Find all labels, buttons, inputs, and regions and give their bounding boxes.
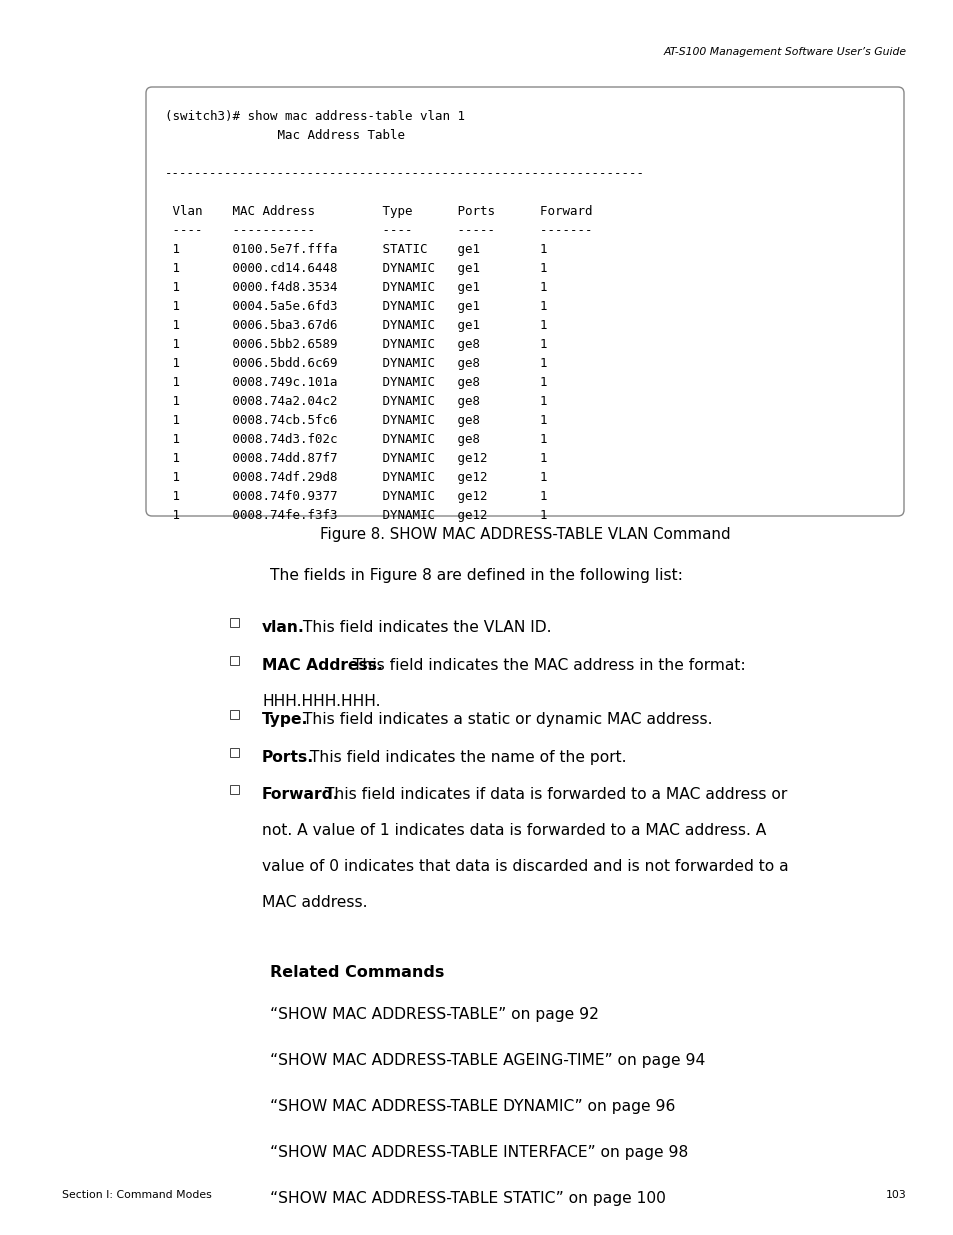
Text: This field indicates a static or dynamic MAC address.: This field indicates a static or dynamic…: [297, 713, 712, 727]
Text: Ports.: Ports.: [262, 750, 314, 764]
Text: 1       0000.f4d8.3534      DYNAMIC   ge1        1: 1 0000.f4d8.3534 DYNAMIC ge1 1: [165, 282, 547, 294]
Text: Forward.: Forward.: [262, 787, 339, 802]
Text: This field indicates the MAC address in the format:: This field indicates the MAC address in …: [348, 658, 745, 673]
Text: 1       0008.74dd.87f7      DYNAMIC   ge12       1: 1 0008.74dd.87f7 DYNAMIC ge12 1: [165, 452, 547, 466]
Text: 1       0006.5ba3.67d6      DYNAMIC   ge1        1: 1 0006.5ba3.67d6 DYNAMIC ge1 1: [165, 319, 547, 332]
Text: Related Commands: Related Commands: [270, 965, 444, 981]
Text: Mac Address Table: Mac Address Table: [165, 128, 405, 142]
Text: “SHOW MAC ADDRESS-TABLE INTERFACE” on page 98: “SHOW MAC ADDRESS-TABLE INTERFACE” on pa…: [270, 1145, 687, 1160]
Text: 1       0100.5e7f.fffa      STATIC    ge1        1: 1 0100.5e7f.fffa STATIC ge1 1: [165, 243, 547, 256]
Bar: [230, 785, 239, 794]
Text: vlan.: vlan.: [262, 620, 305, 635]
Text: Section I: Command Modes: Section I: Command Modes: [62, 1191, 212, 1200]
Text: value of 0 indicates that data is discarded and is not forwarded to a: value of 0 indicates that data is discar…: [262, 860, 788, 874]
Text: “SHOW MAC ADDRESS-TABLE STATIC” on page 100: “SHOW MAC ADDRESS-TABLE STATIC” on page …: [270, 1191, 665, 1207]
Text: 1       0006.5bb2.6589      DYNAMIC   ge8        1: 1 0006.5bb2.6589 DYNAMIC ge8 1: [165, 338, 547, 351]
Text: 103: 103: [885, 1191, 906, 1200]
Bar: [230, 748, 239, 757]
Text: 1       0008.74df.29d8      DYNAMIC   ge12       1: 1 0008.74df.29d8 DYNAMIC ge12 1: [165, 471, 547, 484]
FancyBboxPatch shape: [146, 86, 903, 516]
Text: MAC Address.: MAC Address.: [262, 658, 382, 673]
Text: “SHOW MAC ADDRESS-TABLE” on page 92: “SHOW MAC ADDRESS-TABLE” on page 92: [270, 1007, 598, 1023]
Text: 1       0004.5a5e.6fd3      DYNAMIC   ge1        1: 1 0004.5a5e.6fd3 DYNAMIC ge1 1: [165, 300, 547, 312]
Text: AT-S100 Management Software User’s Guide: AT-S100 Management Software User’s Guide: [663, 47, 906, 57]
Text: Vlan    MAC Address         Type      Ports      Forward: Vlan MAC Address Type Ports Forward: [165, 205, 592, 219]
Text: Type.: Type.: [262, 713, 308, 727]
Text: HHH.HHH.HHH.: HHH.HHH.HHH.: [262, 694, 380, 709]
Text: 1       0008.74a2.04c2      DYNAMIC   ge8        1: 1 0008.74a2.04c2 DYNAMIC ge8 1: [165, 395, 547, 408]
Text: 1       0008.749c.101a      DYNAMIC   ge8        1: 1 0008.749c.101a DYNAMIC ge8 1: [165, 375, 547, 389]
Text: This field indicates if data is forwarded to a MAC address or: This field indicates if data is forwarde…: [319, 787, 786, 802]
Text: The fields in Figure 8 are defined in the following list:: The fields in Figure 8 are defined in th…: [270, 568, 682, 583]
Text: This field indicates the VLAN ID.: This field indicates the VLAN ID.: [297, 620, 551, 635]
Text: ----------------------------------------------------------------: ----------------------------------------…: [165, 167, 644, 180]
Text: 1       0008.74fe.f3f3      DYNAMIC   ge12       1: 1 0008.74fe.f3f3 DYNAMIC ge12 1: [165, 509, 547, 522]
Text: “SHOW MAC ADDRESS-TABLE DYNAMIC” on page 96: “SHOW MAC ADDRESS-TABLE DYNAMIC” on page…: [270, 1099, 675, 1114]
Text: not. A value of 1 indicates data is forwarded to a MAC address. A: not. A value of 1 indicates data is forw…: [262, 823, 765, 839]
Text: MAC address.: MAC address.: [262, 895, 367, 910]
Text: This field indicates the name of the port.: This field indicates the name of the por…: [305, 750, 626, 764]
Text: 1       0006.5bdd.6c69      DYNAMIC   ge8        1: 1 0006.5bdd.6c69 DYNAMIC ge8 1: [165, 357, 547, 370]
Bar: [230, 710, 239, 719]
Text: Figure 8. SHOW MAC ADDRESS-TABLE VLAN Command: Figure 8. SHOW MAC ADDRESS-TABLE VLAN Co…: [319, 527, 730, 542]
Text: 1       0008.74cb.5fc6      DYNAMIC   ge8        1: 1 0008.74cb.5fc6 DYNAMIC ge8 1: [165, 414, 547, 427]
Text: “SHOW MAC ADDRESS-TABLE AGEING-TIME” on page 94: “SHOW MAC ADDRESS-TABLE AGEING-TIME” on …: [270, 1053, 704, 1068]
Bar: [230, 656, 239, 666]
Text: ----    -----------         ----      -----      -------: ---- ----------- ---- ----- -------: [165, 224, 592, 237]
Text: 1       0008.74d3.f02c      DYNAMIC   ge8        1: 1 0008.74d3.f02c DYNAMIC ge8 1: [165, 433, 547, 446]
Text: (switch3)# show mac address-table vlan 1: (switch3)# show mac address-table vlan 1: [165, 110, 464, 124]
Text: 1       0008.74f0.9377      DYNAMIC   ge12       1: 1 0008.74f0.9377 DYNAMIC ge12 1: [165, 490, 547, 503]
Bar: [230, 619, 239, 627]
Text: 1       0000.cd14.6448      DYNAMIC   ge1        1: 1 0000.cd14.6448 DYNAMIC ge1 1: [165, 262, 547, 275]
